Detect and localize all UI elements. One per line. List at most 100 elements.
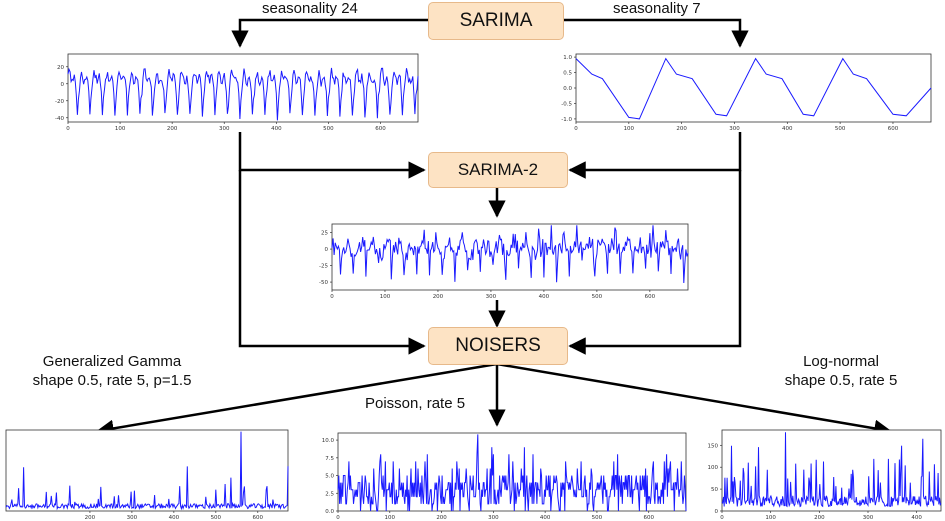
edge-noisers-to-gamma bbox=[96, 362, 498, 438]
sarima-node-label: SARIMA bbox=[459, 10, 533, 31]
y-tick-label: 1.0 bbox=[563, 55, 572, 61]
x-tick-label: 400 bbox=[539, 294, 550, 300]
x-tick-label: 300 bbox=[488, 515, 499, 521]
x-tick-label: 500 bbox=[323, 126, 334, 132]
y-tick-label: 2.5 bbox=[325, 491, 334, 497]
x-tick-label: 500 bbox=[592, 294, 603, 300]
y-tick-label: 50 bbox=[711, 487, 718, 493]
plot-frame bbox=[5, 429, 289, 512]
gamma-label: Generalized Gamma shape 0.5, rate 5, p=1… bbox=[22, 352, 202, 390]
noisers-node-label: NOISERS bbox=[455, 335, 541, 356]
y-tick-label: -25 bbox=[319, 264, 328, 270]
y-tick-label: 0.0 bbox=[325, 509, 334, 515]
x-tick-label: 100 bbox=[624, 126, 635, 132]
y-tick-label: 150 bbox=[708, 443, 719, 449]
x-tick-label: 200 bbox=[814, 515, 825, 521]
sarima2-node-label: SARIMA-2 bbox=[457, 160, 539, 179]
plot-frame bbox=[337, 432, 687, 512]
series-line bbox=[5, 431, 289, 511]
y-tick-label: 0.0 bbox=[563, 86, 572, 92]
x-tick-label: 0 bbox=[720, 515, 724, 521]
lognormal-label: Log-normal shape 0.5, rate 5 bbox=[776, 352, 906, 390]
y-tick-label: -40 bbox=[55, 116, 64, 122]
y-tick-label: -1.0 bbox=[561, 117, 572, 123]
x-tick-label: 200 bbox=[676, 126, 687, 132]
lognormal-label-line1: Log-normal bbox=[803, 353, 879, 370]
lognormal-label-line2: shape 0.5, rate 5 bbox=[784, 372, 898, 389]
sarima-node: SARIMA bbox=[428, 2, 564, 40]
series-line bbox=[67, 67, 419, 121]
gamma-label-line1: Generalized Gamma bbox=[42, 353, 182, 370]
series-line bbox=[575, 57, 932, 120]
y-tick-label: -50 bbox=[319, 280, 328, 286]
y-tick-label: 0 bbox=[715, 509, 719, 515]
y-tick-label: -0.5 bbox=[561, 101, 572, 107]
x-tick-label: 600 bbox=[375, 126, 386, 132]
edge-left-to-noisers bbox=[238, 170, 426, 355]
plot-generalized-gamma: 200 300 400 500 600 bbox=[5, 429, 289, 521]
x-tick-label: 300 bbox=[863, 515, 874, 521]
x-tick-label: 600 bbox=[888, 126, 899, 132]
x-tick-label: 500 bbox=[835, 126, 846, 132]
x-tick-label: 600 bbox=[253, 515, 264, 521]
sarima2-node: SARIMA-2 bbox=[428, 152, 568, 188]
edge-left-to-sarima2 bbox=[238, 132, 426, 179]
x-tick-label: 0 bbox=[66, 126, 70, 132]
plot-frame bbox=[575, 53, 932, 123]
x-tick-label: 200 bbox=[85, 515, 96, 521]
noisers-node: NOISERS bbox=[428, 327, 568, 365]
y-tick-label: 25 bbox=[321, 231, 328, 237]
edge-sarima-to-left bbox=[231, 18, 428, 48]
plot-seasonality-7: 0 100 200 300 400 500 600 1.0 0.5 0.0 -0.5 -1.0 bbox=[561, 53, 932, 132]
y-tick-label: 20 bbox=[57, 65, 64, 71]
edge-noisers-to-lognormal bbox=[496, 362, 892, 437]
x-tick-label: 100 bbox=[385, 515, 396, 521]
x-tick-label: 200 bbox=[167, 126, 178, 132]
x-tick-label: 200 bbox=[436, 515, 447, 521]
plot-sarima2: 0 100 200 300 400 500 600 25 0 -25 -50 bbox=[319, 223, 689, 300]
x-tick-label: 300 bbox=[729, 126, 740, 132]
x-tick-label: 400 bbox=[540, 515, 551, 521]
y-tick-label: 7.5 bbox=[325, 456, 334, 462]
x-tick-label: 0 bbox=[330, 294, 334, 300]
x-tick-label: 300 bbox=[486, 294, 497, 300]
x-tick-label: 200 bbox=[433, 294, 444, 300]
series-line bbox=[331, 225, 689, 284]
x-tick-label: 600 bbox=[645, 294, 656, 300]
plot-frame bbox=[331, 223, 689, 291]
series-line bbox=[721, 432, 942, 508]
y-tick-label: 0 bbox=[61, 82, 65, 88]
edge-right-to-noisers bbox=[568, 170, 742, 355]
y-tick-label: 0.5 bbox=[563, 71, 572, 77]
x-tick-label: 400 bbox=[169, 515, 180, 521]
seasonality-24-label: seasonality 24 bbox=[262, 0, 358, 17]
y-tick-label: -20 bbox=[55, 99, 64, 105]
x-tick-label: 400 bbox=[911, 515, 922, 521]
edge-right-to-sarima2 bbox=[568, 132, 742, 179]
x-tick-label: 100 bbox=[380, 294, 391, 300]
x-tick-label: 500 bbox=[592, 515, 603, 521]
x-tick-label: 600 bbox=[643, 515, 654, 521]
x-tick-label: 400 bbox=[271, 126, 282, 132]
x-tick-label: 400 bbox=[782, 126, 793, 132]
y-tick-label: 100 bbox=[708, 465, 719, 471]
y-tick-label: 10.0 bbox=[322, 438, 335, 444]
x-tick-label: 100 bbox=[115, 126, 126, 132]
x-tick-label: 300 bbox=[219, 126, 230, 132]
poisson-label: Poisson, rate 5 bbox=[365, 395, 466, 412]
gamma-label-line2: shape 0.5, rate 5, p=1.5 bbox=[32, 372, 192, 389]
x-tick-label: 500 bbox=[211, 515, 222, 521]
series-line bbox=[337, 434, 687, 512]
x-tick-label: 0 bbox=[336, 515, 340, 521]
seasonality-7-label: seasonality 7 bbox=[613, 0, 701, 17]
x-tick-label: 100 bbox=[765, 515, 776, 521]
x-tick-label: 0 bbox=[574, 126, 578, 132]
y-tick-label: 5.0 bbox=[325, 474, 334, 480]
y-tick-label: 0 bbox=[325, 247, 329, 253]
x-tick-label: 300 bbox=[127, 515, 138, 521]
plot-lognormal: 0 100 200 300 400 150 100 50 0 bbox=[708, 429, 942, 521]
edge-sarima-to-right bbox=[563, 18, 749, 48]
